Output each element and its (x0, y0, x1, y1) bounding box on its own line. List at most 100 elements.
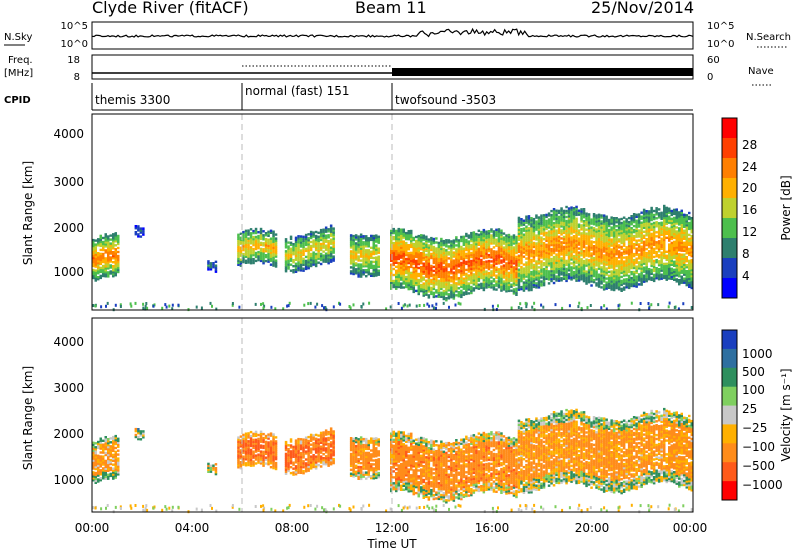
power-cell (645, 238, 648, 241)
power-speckle (215, 307, 218, 311)
power-cell (402, 240, 405, 243)
power-cell (262, 230, 265, 233)
power-cell (560, 279, 563, 282)
power-cell (247, 257, 250, 260)
power-cell (420, 289, 423, 293)
power-cell (422, 268, 425, 271)
power-cell (570, 210, 573, 213)
power-cell (107, 245, 110, 248)
power-speckle (171, 307, 174, 311)
power-cell (657, 208, 661, 211)
power-cell (537, 244, 541, 247)
power-cell (585, 264, 588, 267)
power-cell (435, 263, 438, 266)
power-cell (507, 283, 511, 287)
power-cell (420, 274, 423, 277)
power-cell (420, 244, 423, 247)
power-cell (410, 231, 413, 235)
power-cell (663, 226, 666, 230)
power-cell (269, 241, 273, 244)
power-cell (615, 239, 618, 242)
power-cell (675, 210, 678, 213)
power-cell (460, 247, 463, 251)
power-cell (472, 277, 476, 280)
power-cell (117, 256, 120, 260)
power-cell (297, 269, 300, 272)
power-speckle (321, 304, 324, 308)
power-cell (370, 260, 373, 263)
power-cell (610, 222, 613, 225)
power-cell (142, 227, 145, 230)
power-cell (567, 243, 571, 246)
power-cell (625, 222, 628, 225)
power-cell (557, 219, 561, 223)
power-cell (324, 260, 328, 263)
power-cell (332, 249, 335, 252)
power-cell (575, 245, 578, 248)
power-cell (502, 260, 506, 263)
power-cell (580, 224, 583, 227)
power-cell (642, 226, 646, 229)
power-cell (532, 283, 536, 287)
power-cell (660, 237, 663, 240)
power-cell (597, 239, 601, 242)
power-cell (557, 229, 561, 232)
power-cell (620, 287, 623, 291)
power-cell (465, 292, 468, 296)
power-cell (678, 221, 681, 224)
power-cell (299, 235, 303, 238)
power-cell (294, 264, 298, 267)
power-cell (400, 286, 403, 289)
power-cell (615, 219, 618, 222)
power-cell (207, 268, 210, 271)
power-cell (427, 250, 431, 253)
power-cell (670, 277, 673, 280)
power-cell (445, 257, 448, 260)
power-cell (592, 246, 596, 250)
velocity-cell (109, 474, 112, 478)
power-cell (675, 258, 678, 261)
power-cell (512, 246, 516, 249)
velocity-cell (114, 474, 117, 477)
power-cell (690, 268, 693, 272)
power-cell (680, 215, 683, 218)
power-cell (683, 231, 686, 234)
power-cell (580, 208, 583, 211)
power-cell (678, 271, 681, 274)
power-cell (289, 241, 293, 244)
power-cell (537, 222, 541, 225)
power-cell (663, 220, 666, 224)
power-cell (602, 236, 606, 239)
power-cell (625, 256, 628, 259)
power-cell (452, 243, 456, 246)
power-cell (607, 244, 611, 248)
power-cell (332, 245, 335, 248)
power-cell (465, 284, 468, 288)
power-cell (642, 212, 646, 216)
power-cell (655, 245, 658, 248)
power-cell (482, 278, 486, 282)
power-cell (675, 234, 678, 237)
power-cell (367, 271, 370, 274)
power-cell (630, 282, 633, 286)
power-cell (655, 251, 658, 254)
velocity-cell (104, 477, 107, 480)
velocity-cell (104, 445, 107, 449)
power-speckle (209, 301, 212, 305)
power-cell (402, 280, 405, 283)
power-cell (485, 242, 488, 245)
power-cell (294, 258, 298, 261)
power-cell (657, 232, 661, 235)
power-cell (585, 262, 588, 265)
power-speckle (542, 305, 545, 309)
power-cell (605, 249, 608, 252)
power-cell (567, 245, 571, 248)
power-cell (630, 221, 633, 224)
power-cell (657, 236, 661, 239)
power-cell (117, 240, 120, 244)
power-cell (400, 240, 403, 243)
power-cell (657, 274, 661, 277)
power-cell (587, 255, 591, 258)
power-cell (397, 265, 400, 269)
power-cell (627, 256, 631, 260)
